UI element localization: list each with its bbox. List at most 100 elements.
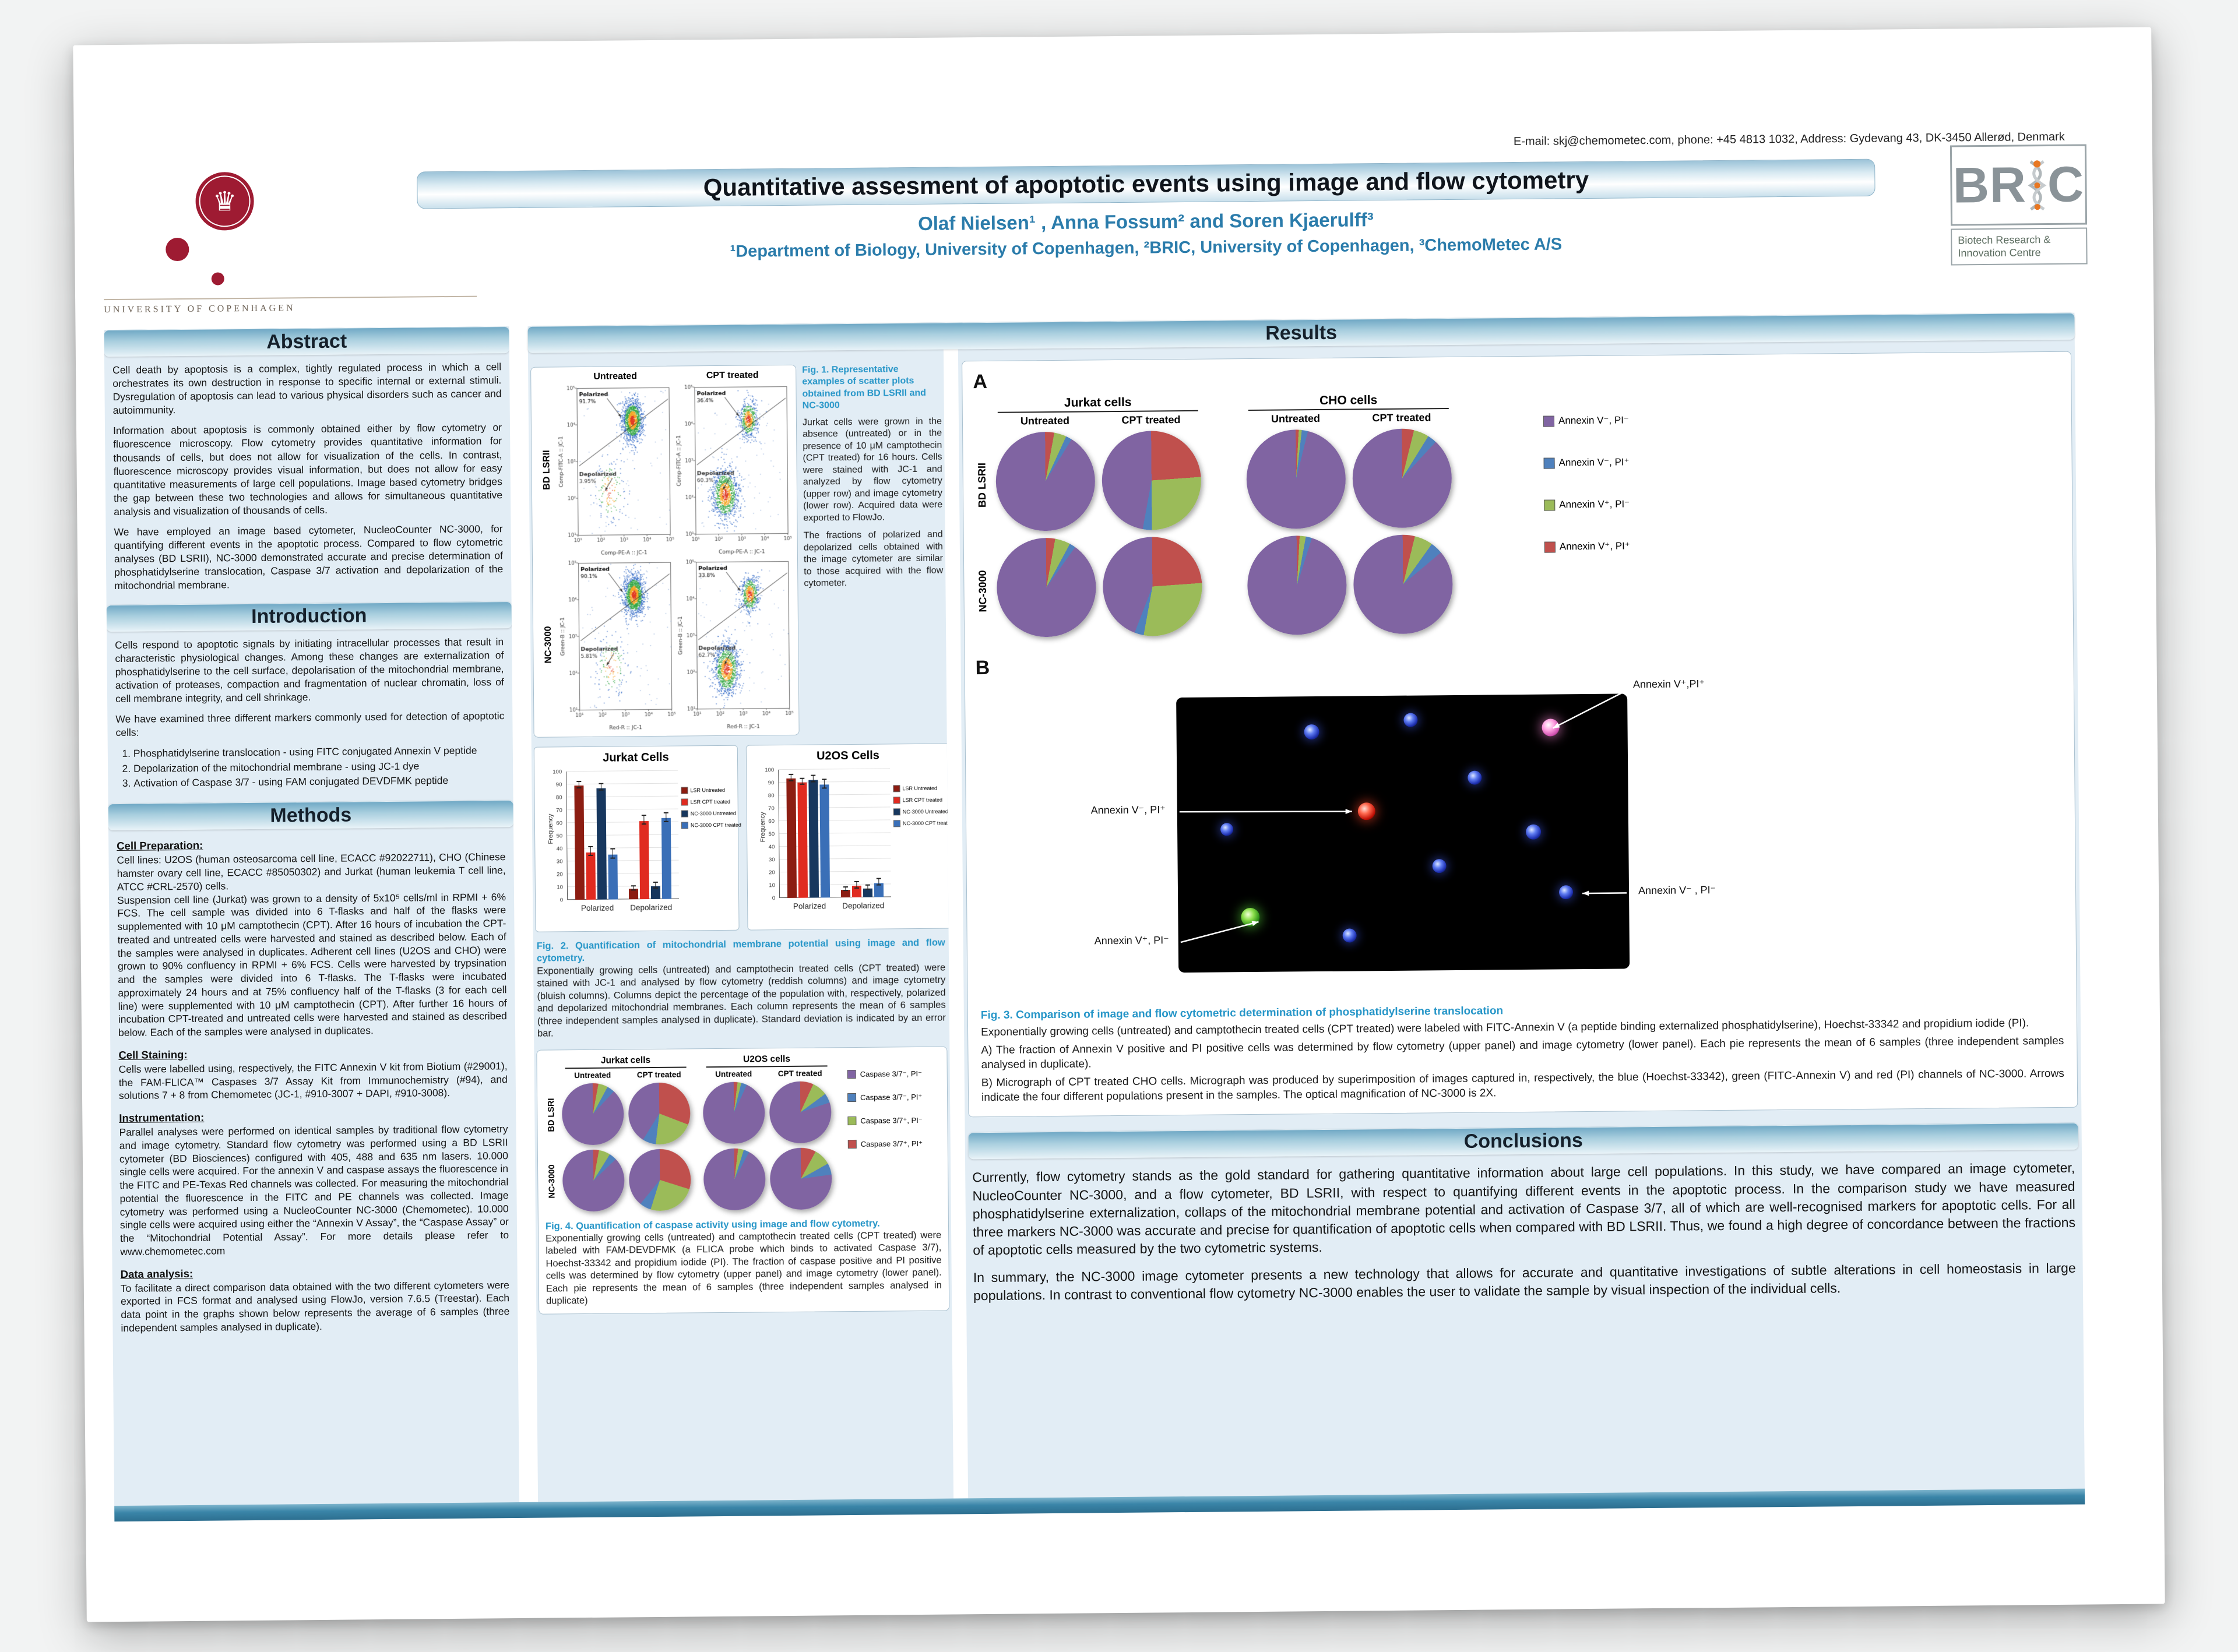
pie-group-title: Jurkat cells <box>565 1054 687 1069</box>
figure-1-caption-body: The fractions of polarized and depolariz… <box>803 529 944 589</box>
figure-1-scatter-box: Untreated CPT treated BD LSRII NC-3000 <box>530 364 800 738</box>
error-bar <box>822 779 827 789</box>
bar <box>586 852 596 900</box>
legend-label: LSR Untreated <box>690 787 726 794</box>
legend-label: Annexin V⁺, PI⁺ <box>1559 540 1630 552</box>
bar <box>639 820 650 900</box>
row-label: NC-3000 <box>543 626 554 664</box>
bar <box>596 788 607 900</box>
y-axis-tick: 100 <box>553 769 562 776</box>
column-label: CPT treated <box>1372 411 1431 424</box>
bar <box>819 784 830 898</box>
legend-label: NC-3000 CPT treated <box>690 822 741 829</box>
chart-legend: Annexin V⁻, PI⁻ Annexin V⁻, PI⁺ Annexin V⁺… <box>1543 391 1631 583</box>
legend-item: NC-3000 CPT treated <box>893 819 953 827</box>
introduction-paragraph: Cells respond to apoptotic signals by in… <box>115 635 504 705</box>
legend-label: NC-3000 Untreated <box>690 810 736 817</box>
marker-list: Phosphatidylserine translocation - using… <box>116 743 505 791</box>
figure-2-caption: Fig. 2. Quantification of mitochondrial … <box>537 937 946 1041</box>
cell-blue <box>1304 724 1319 740</box>
pie-group: Jurkat cells Untreated CPT treated <box>559 1054 693 1214</box>
figure-3: A BD LSRII NC-3000 Jurkat cells Untreated CP… <box>962 351 2078 1118</box>
legend-item: Caspase 3/7⁺, PI⁺ <box>847 1139 923 1149</box>
legend-item: Annexin V⁺, PI⁻ <box>1544 498 1630 511</box>
bar <box>628 889 639 900</box>
micrograph-label: Annexin V⁻ , PI⁻ <box>1638 884 1716 897</box>
legend-swatch <box>1543 457 1555 469</box>
error-bar <box>576 780 582 788</box>
cell-blue <box>1403 713 1419 728</box>
chart-title: U2OS Cells <box>816 749 879 763</box>
legend-swatch <box>847 1139 857 1149</box>
legend-swatch <box>681 798 688 806</box>
error-bar <box>599 783 604 791</box>
bric-subtitle: Biotech Research & Innovation Centre <box>1951 227 2088 266</box>
y-axis-tick: 90 <box>555 781 562 788</box>
marker-list-item: Activation of Caspase 3/7 - using FAM co… <box>133 773 505 791</box>
methods-text: Cells were labelled using, respectively,… <box>118 1059 508 1102</box>
legend-label: Annexin V⁻, PI⁺ <box>1558 456 1630 469</box>
conclusions-section-header: Conclusions <box>968 1123 2078 1160</box>
pie-group: U2OS cells Untreated CPT treated <box>700 1053 834 1213</box>
pie-chart <box>995 431 1096 531</box>
pie-chart <box>1246 429 1346 530</box>
cell-blue <box>1526 824 1542 840</box>
conclusions-paragraph: Currently, flow cytometry stands as the … <box>972 1160 2076 1258</box>
bric-logo: BR C Biotech Research & Innovation Centr… <box>1950 144 2088 266</box>
y-axis-tick: 0 <box>772 895 776 902</box>
legend-item: Caspase 3/7⁻, PI⁺ <box>847 1092 922 1102</box>
figure-1: Untreated CPT treated BD LSRII NC-3000 Fig.… <box>530 364 945 738</box>
legend-label: Annexin V⁺, PI⁻ <box>1559 498 1630 510</box>
legend-label: Caspase 3/7⁻, PI⁻ <box>860 1069 923 1079</box>
scientific-poster: E-mail: skj@chemometec.com, phone: +45 4… <box>73 27 2165 1622</box>
row-label: BD LSRII <box>976 462 988 508</box>
legend-swatch <box>1544 499 1556 511</box>
figure-4-caspase-pies: BD LSRI NC-3000 Jurkat cells Untreated CPT t… <box>536 1046 950 1315</box>
micrograph-figure: Annexin V⁺,PI⁺ Annexin V⁻, PI⁺ Annexin V⁻ … <box>973 674 2068 998</box>
figure-2-caption-title: Fig. 2. Quantification of mitochondrial … <box>536 937 945 964</box>
pie-chart <box>769 1147 832 1210</box>
y-axis-tick: 40 <box>556 846 563 853</box>
logo-dot-medium <box>166 237 189 262</box>
pie-grid: BD LSRI NC-3000 Jurkat cells Untreated CPT t… <box>543 1052 942 1214</box>
y-axis-tick: 90 <box>768 780 775 787</box>
legend-item: LSR Untreated <box>681 787 741 794</box>
pie-group: Jurkat cells Untreated CPT treated <box>992 394 1206 641</box>
pie-group-title: Jurkat cells <box>997 394 1198 413</box>
error-bar <box>843 886 848 892</box>
y-axis-tick: 10 <box>769 882 775 889</box>
legend-item: Annexin V⁺, PI⁺ <box>1544 540 1630 553</box>
scatter-plot-canvas <box>558 556 678 732</box>
figure-3-caption-body-a: A) The fraction of Annexin V positive an… <box>981 1035 2064 1072</box>
legend-label: Caspase 3/7⁺, PI⁻ <box>860 1115 923 1125</box>
legend-item: LSR Untreated <box>893 784 953 792</box>
legend-item: NC-3000 CPT treated <box>681 822 741 829</box>
figure-2-bar-charts: Jurkat Cells 0 10 20 30 40 50 60 70 80 90 100 Polari… <box>533 743 953 932</box>
figure-3-caption-body-b: B) Micrograph of CPT treated CHO cells. … <box>981 1068 2064 1104</box>
y-axis-tick: 80 <box>555 794 562 801</box>
legend-swatch <box>681 822 689 829</box>
bar <box>808 780 819 898</box>
y-axis-tick: 70 <box>556 807 562 814</box>
legend-label: Caspase 3/7⁻, PI⁺ <box>860 1092 923 1102</box>
micrograph-label: Annexin V⁻, PI⁺ <box>1090 804 1166 816</box>
university-of-copenhagen-logo: ♛ <box>195 171 255 231</box>
legend-item: Caspase 3/7⁺, PI⁻ <box>847 1115 923 1126</box>
cell-blue <box>1432 858 1447 873</box>
bric-wordmark: BR C <box>1950 144 2088 226</box>
error-bar <box>641 815 646 825</box>
pie-chart <box>628 1148 691 1211</box>
error-bar <box>663 812 668 822</box>
error-bar <box>865 885 870 890</box>
legend-item: LSR CPT treated <box>893 796 953 804</box>
y-axis-tick: 20 <box>769 869 775 876</box>
bar-chart: U2OS Cells 0 10 20 30 40 50 60 70 80 90 100 Polarize… <box>745 743 953 931</box>
y-axis-tick: 100 <box>765 767 775 774</box>
bar <box>863 888 873 897</box>
pie-chart <box>996 537 1097 637</box>
pie-chart <box>561 1082 624 1145</box>
pie-chart <box>1102 536 1203 637</box>
y-axis-tick: 80 <box>768 792 775 799</box>
cell-red <box>1357 802 1376 820</box>
